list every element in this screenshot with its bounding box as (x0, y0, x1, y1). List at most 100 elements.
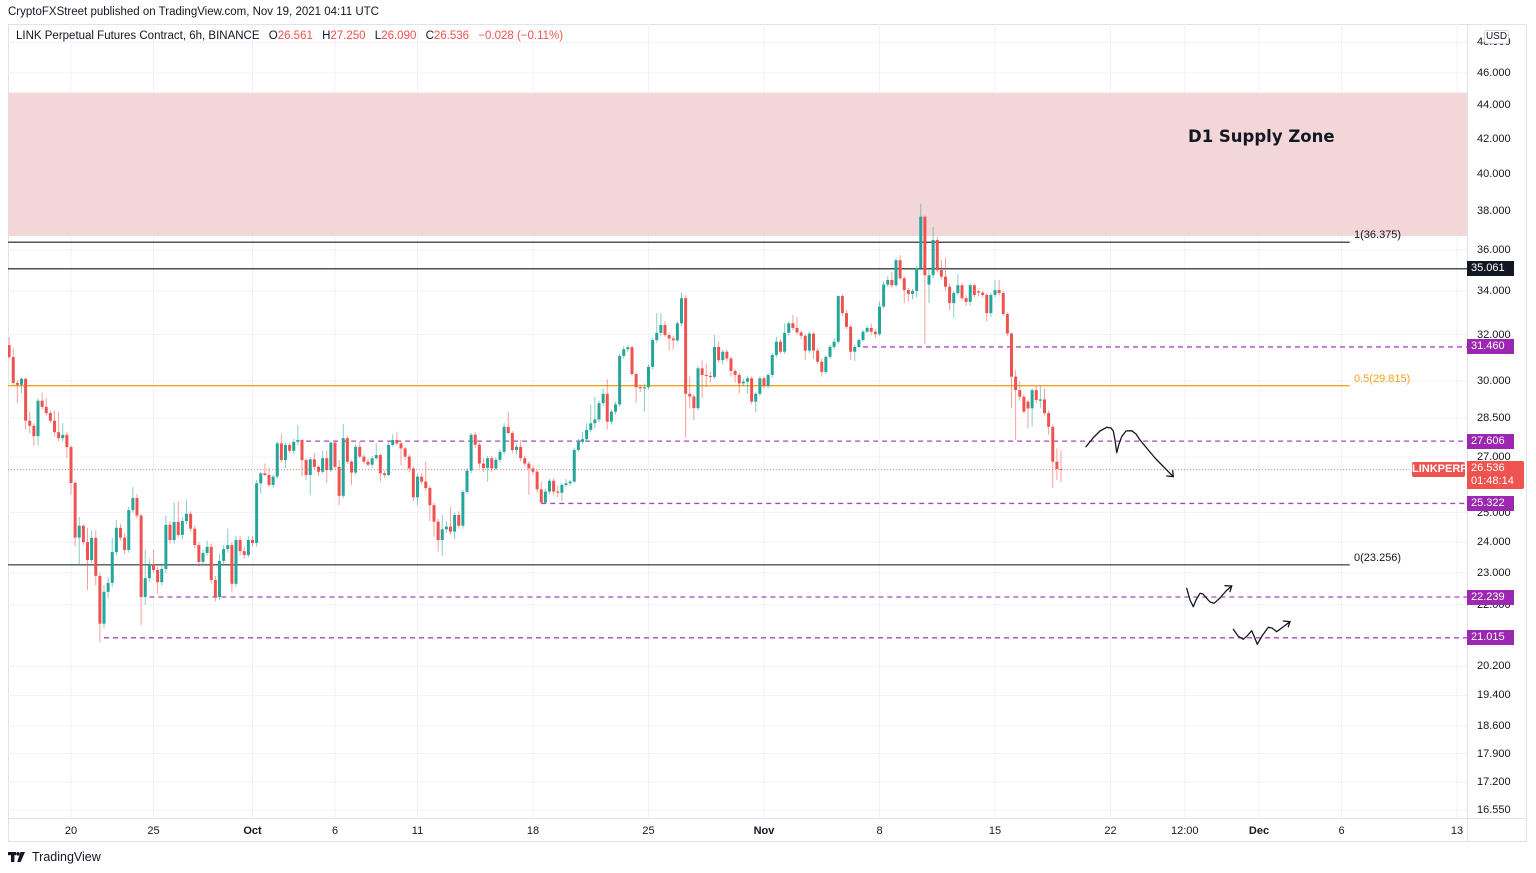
candle-down (997, 290, 1001, 294)
candle-down (1018, 390, 1022, 397)
candle-up (374, 455, 378, 459)
candle-up (515, 446, 518, 450)
candle-up (160, 569, 164, 583)
close-label: C (425, 30, 434, 42)
price-tick-label: 30.000 (1477, 375, 1511, 388)
candle-down (506, 426, 510, 433)
symbol-description[interactable]: LINK Perpetual Futures Contract, 6h, BIN… (16, 30, 260, 42)
candle-up (222, 549, 226, 561)
candle-down (436, 521, 440, 540)
candle-up (857, 340, 861, 347)
supply-zone[interactable] (8, 92, 1467, 237)
candle-up (110, 552, 114, 583)
candle-down (395, 440, 399, 444)
candle-down (32, 425, 36, 437)
candle-down (1001, 293, 1005, 314)
price-label-horizontal-line: 35.061 (1467, 261, 1514, 277)
time-axis[interactable]: 20 25 Oct 6 11 18 25 Nov 8 15 22 12:00 Dec 6 13 (8, 818, 1467, 842)
ohlc-high: H27.250 (322, 30, 366, 42)
candle-down (535, 471, 539, 490)
arrowhead-icon (1282, 620, 1291, 628)
footer-brand[interactable]: TradingView (8, 849, 101, 865)
candlestick-series (8, 203, 1063, 643)
level-lines[interactable] (8, 241, 1467, 639)
candle-down (168, 524, 172, 540)
last-price-value: 26.536 (1471, 462, 1505, 475)
candle-up (292, 441, 296, 451)
time-tick-label: 8 (876, 825, 883, 837)
price-tick-label: 19.400 (1477, 689, 1511, 702)
candle-down (94, 537, 98, 576)
candle-up (284, 444, 287, 461)
price-tick-label: 38.000 (1477, 204, 1511, 217)
currency-badge[interactable]: USD (1484, 30, 1509, 44)
candle-down (267, 474, 271, 485)
candle-down (638, 387, 642, 389)
supply-zone-label[interactable]: D1 Supply Zone (1188, 127, 1335, 146)
candle-up (172, 521, 176, 540)
bar-countdown: 01:48:14 (1471, 475, 1514, 488)
candle-down (985, 294, 989, 314)
candle-up (329, 442, 333, 471)
candle-up (861, 331, 865, 341)
candle-up (90, 537, 94, 561)
open-label: O (268, 30, 278, 42)
candle-down (378, 455, 382, 474)
candle-up (989, 294, 993, 314)
candle-down (820, 361, 824, 372)
candle-up (494, 459, 498, 469)
candle-down (81, 525, 85, 543)
candle-up (201, 552, 205, 562)
candle-up (952, 293, 956, 304)
candle-down (1047, 413, 1051, 427)
bounce-path-arrow-21 (1232, 621, 1291, 645)
bounce-path-arrow-22 (1186, 585, 1233, 608)
candle-down (898, 260, 902, 279)
price-axis[interactable]: 48.00046.00044.00042.00040.00038.00036.0… (1467, 24, 1527, 818)
candle-up (585, 429, 589, 440)
price-tick-label: 20.200 (1477, 660, 1511, 673)
candle-up (564, 483, 568, 485)
candle-down (230, 545, 234, 584)
candle-down (1022, 396, 1026, 412)
candle-up (968, 285, 972, 302)
candle-down (725, 351, 729, 359)
candle-up (185, 513, 188, 522)
fib-level-0-label[interactable]: 0(23.256) (1354, 551, 1402, 564)
candle-up (1030, 390, 1034, 409)
candle-down (73, 482, 77, 538)
price-label-level-4: 22.239 (1467, 589, 1514, 605)
close-value: 26.536 (433, 30, 470, 42)
candle-up (469, 434, 473, 471)
fib-level-1-label[interactable]: 1(36.375) (1354, 229, 1402, 242)
candle-up (589, 423, 593, 430)
candle-up (440, 529, 444, 540)
candle-up (783, 332, 787, 352)
candle-down (399, 443, 403, 449)
candle-up (259, 473, 263, 484)
candle-up (774, 341, 778, 355)
candle-up (391, 440, 395, 445)
candle-down (791, 323, 795, 328)
price-label-level-3: 25.322 (1467, 495, 1514, 511)
candle-down (845, 313, 848, 327)
candle-up (61, 434, 65, 439)
time-tick-label: Nov (753, 825, 775, 837)
price-tick-label: 32.000 (1477, 328, 1511, 341)
fib-level-0.5-label[interactable]: 0.5(29.815) (1354, 372, 1411, 385)
candle-down (733, 370, 737, 375)
candle-up (807, 333, 811, 351)
candle-down (312, 459, 316, 467)
candle-down (762, 378, 766, 387)
candle-down (366, 461, 370, 465)
candle-down (209, 546, 213, 581)
candle-up (655, 332, 659, 341)
candle-down (8, 345, 11, 358)
hand-drawn-projections[interactable] (1085, 426, 1291, 645)
candle-up (275, 443, 279, 477)
candle-up (853, 346, 857, 352)
candle-up (993, 290, 997, 295)
candle-up (131, 498, 135, 511)
candle-up (180, 521, 184, 535)
